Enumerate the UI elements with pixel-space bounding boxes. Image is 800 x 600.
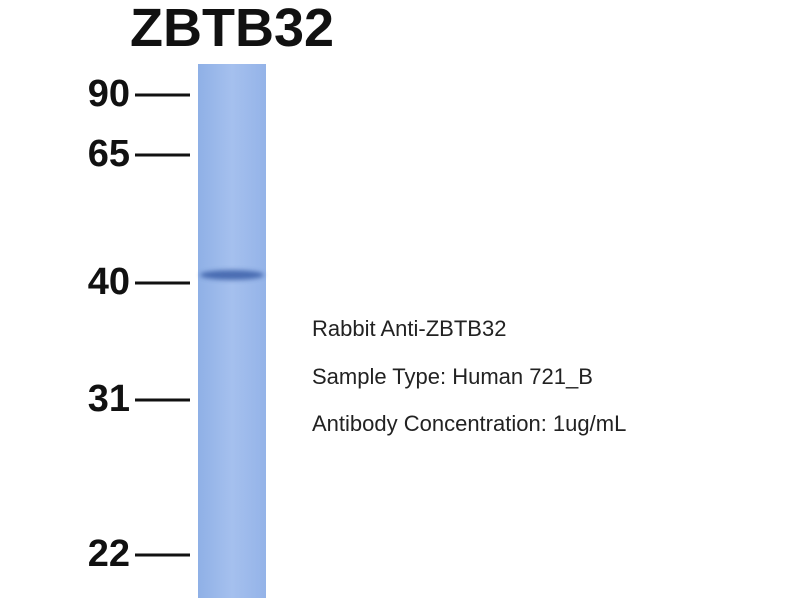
marker-label: 40	[88, 261, 130, 303]
marker-label: 31	[88, 378, 130, 420]
marker-label: 65	[88, 133, 130, 175]
note: Antibody Concentration: 1ug/mL	[312, 411, 626, 436]
note: Rabbit Anti-ZBTB32	[312, 316, 506, 341]
note: Sample Type: Human 721_B	[312, 364, 593, 389]
band	[200, 270, 264, 280]
marker-ladder: 90 65 40 31 22	[88, 73, 190, 575]
lane	[198, 64, 266, 598]
marker-label: 90	[88, 73, 130, 115]
notes: Rabbit Anti-ZBTB32 Sample Type: Human 72…	[312, 316, 626, 436]
title: ZBTB32	[130, 0, 334, 58]
marker-label: 22	[88, 533, 130, 575]
